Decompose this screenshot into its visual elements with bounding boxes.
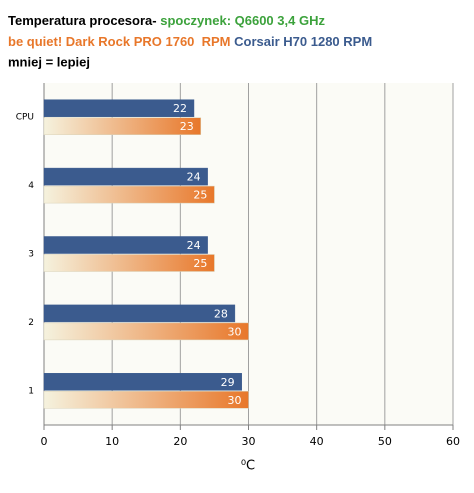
y-tick-label: 3	[28, 250, 34, 260]
data-label: 29	[221, 376, 235, 389]
bar	[43, 99, 195, 117]
bar	[43, 373, 242, 391]
bar	[43, 185, 215, 204]
y-tick-label: 2	[28, 318, 34, 328]
x-tick-label: 40	[310, 435, 324, 448]
data-label: 24	[187, 171, 201, 184]
legend-entry: be quiet! Dark Rock PRO 1760 RPM	[8, 34, 231, 49]
bar	[43, 117, 202, 135]
bar	[43, 236, 208, 254]
chart-note: mniej = lepiej	[8, 54, 90, 69]
legend: be quiet! Dark Rock PRO 1760 RPM Corsair…	[8, 34, 372, 49]
data-label: 25	[193, 189, 207, 202]
x-tick-label: 50	[378, 435, 392, 448]
data-label: 25	[193, 257, 207, 270]
data-label: 24	[187, 239, 201, 252]
y-tick-label: 4	[28, 181, 34, 191]
x-tick-label: 30	[242, 435, 256, 448]
x-tick-label: 60	[446, 435, 460, 448]
y-tick-label: 1	[28, 386, 34, 396]
data-label: 30	[228, 394, 242, 407]
x-tick-label: 0	[41, 435, 48, 448]
data-label: 22	[173, 102, 187, 115]
chart-subtitle: spoczynek: Q6600 3,4 GHz	[160, 13, 325, 28]
bar	[43, 391, 249, 409]
bar	[43, 322, 249, 341]
data-label: 28	[214, 307, 228, 320]
bar	[43, 167, 208, 186]
bar	[43, 304, 236, 323]
x-axis-title: ⁰C	[241, 459, 255, 474]
legend-entry: Corsair H70 1280 RPM	[234, 34, 372, 49]
x-tick-label: 20	[173, 435, 187, 448]
chart-title: Temperatura procesora-	[8, 13, 157, 28]
data-label: 23	[180, 120, 194, 133]
chart-title-line: Temperatura procesora- spoczynek: Q6600 …	[8, 13, 325, 28]
x-tick-label: 10	[105, 435, 119, 448]
bar	[43, 254, 215, 272]
data-label: 30	[228, 325, 242, 338]
y-tick-label: CPU	[16, 113, 34, 123]
